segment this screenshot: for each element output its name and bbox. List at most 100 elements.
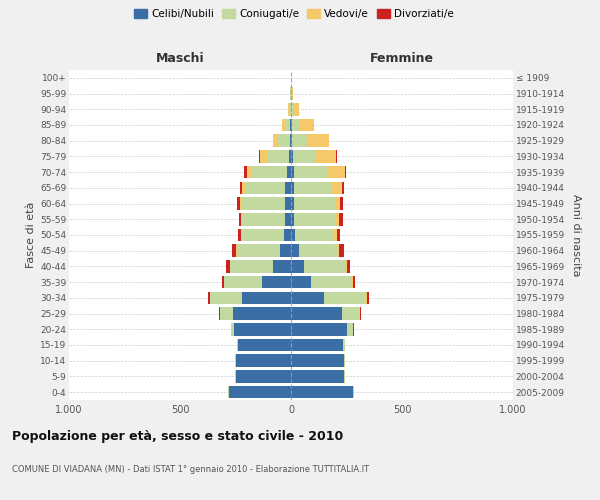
Bar	[231, 323, 235, 336]
Bar	[345, 166, 346, 178]
Bar	[292, 118, 299, 132]
Bar	[291, 386, 353, 398]
Bar	[241, 198, 286, 210]
Bar	[289, 103, 290, 116]
Bar	[295, 198, 335, 210]
Bar	[344, 370, 345, 382]
Bar	[293, 166, 327, 178]
Bar	[291, 323, 347, 336]
Bar	[346, 260, 347, 272]
Bar	[236, 244, 280, 257]
Bar	[332, 182, 342, 194]
Bar	[230, 260, 273, 272]
Bar	[291, 88, 292, 100]
Bar	[288, 103, 289, 116]
Bar	[291, 354, 344, 367]
Bar	[315, 150, 336, 162]
Bar	[235, 354, 291, 367]
Bar	[343, 338, 346, 351]
Bar	[268, 150, 289, 162]
Bar	[290, 134, 291, 147]
Bar	[289, 150, 291, 162]
Bar	[311, 276, 352, 288]
Bar	[292, 88, 293, 100]
Bar	[208, 292, 209, 304]
Bar	[342, 182, 344, 194]
Bar	[325, 292, 367, 304]
Bar	[291, 134, 292, 147]
Bar	[241, 228, 284, 241]
Bar	[295, 213, 335, 226]
Bar	[299, 118, 314, 132]
Bar	[327, 166, 345, 178]
Bar	[291, 244, 299, 257]
Bar	[286, 198, 291, 210]
Bar	[291, 198, 295, 210]
Bar	[335, 198, 340, 210]
Bar	[292, 134, 307, 147]
Bar	[233, 308, 291, 320]
Bar	[290, 88, 291, 100]
Text: Maschi: Maschi	[155, 52, 205, 66]
Bar	[262, 276, 291, 288]
Bar	[291, 338, 343, 351]
Bar	[237, 198, 240, 210]
Bar	[247, 166, 251, 178]
Bar	[242, 213, 286, 226]
Bar	[286, 182, 291, 194]
Bar	[291, 370, 344, 382]
Bar	[210, 292, 242, 304]
Bar	[340, 244, 344, 257]
Bar	[219, 308, 220, 320]
Text: Popolazione per età, sesso e stato civile - 2010: Popolazione per età, sesso e stato civil…	[12, 430, 343, 443]
Bar	[292, 103, 294, 116]
Bar	[334, 228, 337, 241]
Bar	[295, 228, 334, 241]
Bar	[238, 228, 241, 241]
Bar	[304, 260, 346, 272]
Bar	[291, 260, 304, 272]
Bar	[347, 323, 353, 336]
Bar	[299, 244, 338, 257]
Bar	[282, 118, 285, 132]
Bar	[290, 118, 291, 132]
Text: COMUNE DI VIADANA (MN) - Dati ISTAT 1° gennaio 2010 - Elaborazione TUTTITALIA.IT: COMUNE DI VIADANA (MN) - Dati ISTAT 1° g…	[12, 465, 369, 474]
Bar	[245, 182, 286, 194]
Bar	[347, 260, 350, 272]
Bar	[236, 338, 238, 351]
Bar	[251, 166, 287, 178]
Bar	[239, 213, 241, 226]
Bar	[226, 260, 230, 272]
Bar	[337, 228, 340, 241]
Text: Femmine: Femmine	[370, 52, 434, 66]
Bar	[291, 213, 295, 226]
Bar	[229, 386, 291, 398]
Bar	[291, 182, 295, 194]
Bar	[340, 198, 343, 210]
Bar	[238, 338, 291, 351]
Bar	[367, 292, 369, 304]
Bar	[291, 118, 292, 132]
Bar	[240, 182, 242, 194]
Bar	[220, 308, 233, 320]
Bar	[232, 244, 236, 257]
Legend: Celibi/Nubili, Coniugati/e, Vedovi/e, Divorziati/e: Celibi/Nubili, Coniugati/e, Vedovi/e, Di…	[130, 5, 458, 24]
Bar	[291, 276, 311, 288]
Bar	[342, 308, 360, 320]
Bar	[291, 292, 325, 304]
Y-axis label: Fasce di età: Fasce di età	[26, 202, 36, 268]
Bar	[273, 134, 278, 147]
Bar	[307, 134, 329, 147]
Bar	[242, 182, 245, 194]
Bar	[240, 198, 241, 210]
Bar	[339, 213, 343, 226]
Bar	[295, 182, 332, 194]
Bar	[235, 323, 291, 336]
Bar	[284, 228, 291, 241]
Bar	[338, 244, 340, 257]
Bar	[291, 228, 295, 241]
Bar	[244, 166, 247, 178]
Bar	[278, 134, 290, 147]
Bar	[242, 292, 291, 304]
Bar	[291, 166, 293, 178]
